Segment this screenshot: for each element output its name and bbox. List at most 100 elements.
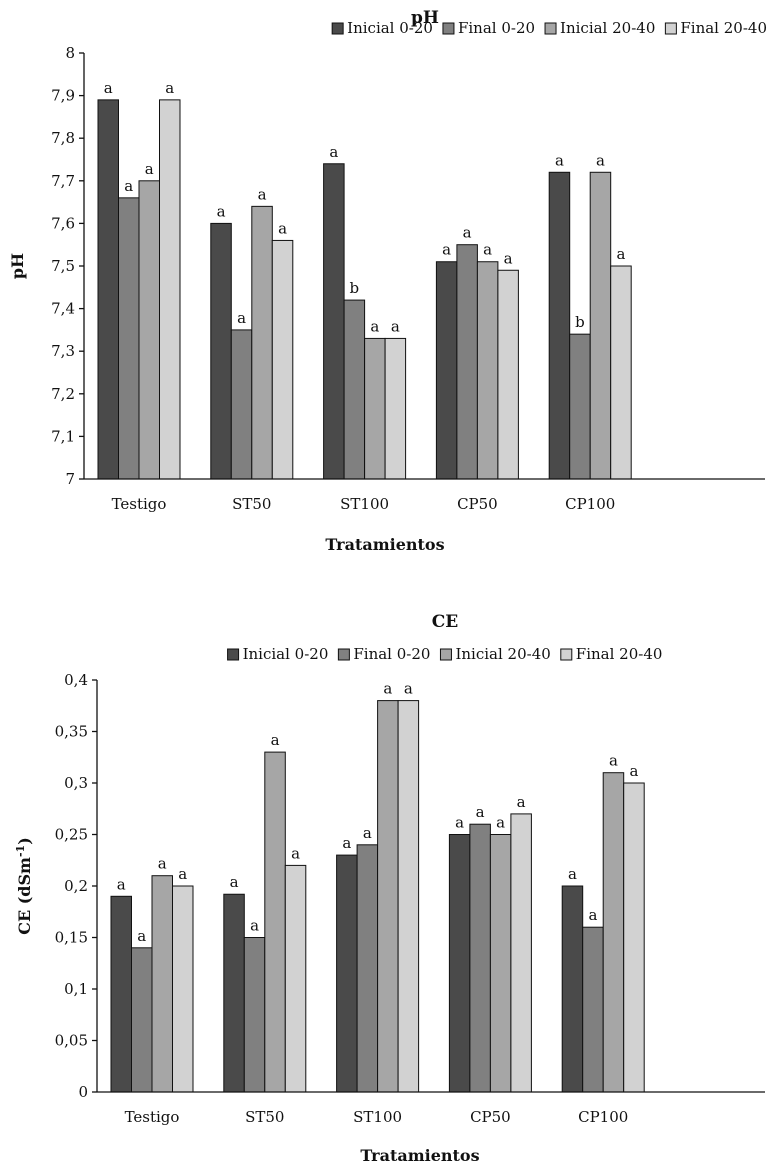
ce-significance-letter: a (629, 762, 638, 780)
ph-bar (476, 261, 499, 480)
ce-significance-letter: a (342, 834, 351, 852)
ce-legend-label: Final 0-20 (353, 645, 430, 663)
ph-bar (456, 244, 478, 480)
ce-category-label: CP50 (470, 1108, 511, 1126)
ph-significance-letter: a (504, 249, 513, 267)
ce-bar (336, 854, 358, 1093)
ph-legend: Inicial 0-20 Final 0-20 Inicial 20-40 Final… (331, 19, 767, 37)
ce-significance-letter: a (476, 803, 485, 821)
ph-significance-letter: a (329, 143, 338, 161)
ph-significance-letter: a (124, 177, 133, 195)
ph-bar (159, 99, 181, 480)
ce-bar (110, 895, 132, 1093)
ce-legend-item: Inicial 0-20 (227, 645, 328, 663)
ph-y-tick-label: 7,8 (51, 129, 75, 147)
ph-significance-letter: a (217, 202, 226, 220)
ce-y-tick-label: 0,2 (64, 877, 88, 895)
ce-significance-letter: a (117, 875, 126, 893)
ce-bar (264, 751, 286, 1093)
ce-y-tick-label: 0,05 (55, 1032, 88, 1050)
ce-chart-title: CE (432, 612, 459, 632)
ph-bar (138, 180, 160, 480)
ph-legend-item: Final 0-20 (442, 19, 535, 37)
ce-significance-letter: a (271, 731, 280, 749)
ph-y-tick-label: 7,1 (51, 427, 75, 445)
ph-bar (323, 163, 345, 480)
ce-legend: Inicial 0-20 Final 0-20 Inicial 20-40 Final… (227, 645, 663, 663)
ph-legend-label: Inicial 20-40 (560, 19, 655, 37)
ph-bar (610, 265, 632, 480)
ce-significance-letter: a (517, 793, 526, 811)
ce-bar (397, 700, 420, 1093)
ph-chart-title: pH (411, 8, 439, 28)
ce-significance-letter: a (588, 906, 597, 924)
ce-significance-letter: a (568, 865, 577, 883)
ce-bar (356, 844, 379, 1093)
ph-significance-letter: a (463, 224, 472, 242)
ph-y-tick-label: 7,3 (51, 342, 75, 360)
ph-legend-label: Inicial 0-20 (347, 19, 433, 37)
ph-y-tick-label: 7,6 (51, 214, 75, 232)
ph-y-tick-label: 7 (65, 470, 75, 488)
ph-y-tick-label: 7,2 (51, 385, 75, 403)
ph-significance-letter: a (145, 160, 154, 178)
ph-bar (569, 333, 591, 480)
ce-bar (489, 834, 512, 1093)
ph-legend-label: Final 0-20 (458, 19, 535, 37)
ph-legend-swatch (664, 22, 677, 35)
ph-significance-letter: a (165, 79, 174, 97)
ce-significance-letter: a (137, 927, 146, 945)
ce-bar (172, 885, 194, 1093)
ph-significance-letter: a (616, 245, 625, 263)
ce-bar (377, 700, 399, 1093)
ph-legend-item: Inicial 0-20 (331, 19, 433, 37)
ph-bar (497, 269, 519, 480)
ph-y-tick-label: 7,7 (51, 172, 75, 190)
ph-y-axis-title: pH (8, 253, 27, 279)
ph-significance-letter: a (104, 79, 113, 97)
ce-y-tick-label: 0,4 (64, 671, 88, 689)
ph-significance-letter: a (555, 151, 564, 169)
ce-bar (623, 782, 645, 1093)
ph-significance-letter: a (483, 241, 492, 259)
ce-y-axis-title: CE (dSm-1) (14, 837, 34, 935)
ce-legend-swatch (337, 648, 350, 661)
ce-bar (510, 813, 532, 1093)
ph-significance-letter: b (350, 279, 360, 297)
ce-significance-letter: a (363, 824, 372, 842)
ce-chart: CE Inicial 0-20 Final 0-20 Inicial 20-40 Fin… (14, 612, 765, 1165)
ph-significance-letter: a (596, 151, 605, 169)
ce-significance-letter: a (404, 680, 413, 698)
ph-bar (548, 171, 571, 480)
ph-bar (118, 197, 140, 480)
ce-category-label: ST50 (245, 1108, 284, 1126)
ph-bar (343, 299, 366, 480)
ce-significance-letter: a (250, 917, 259, 935)
ph-category-label: ST50 (232, 495, 271, 513)
ce-significance-letter: a (496, 814, 505, 832)
ce-significance-letter: a (383, 680, 392, 698)
ph-y-tick-label: 7,9 (51, 87, 75, 105)
ce-significance-letter: a (158, 855, 167, 873)
ph-significance-letter: a (278, 219, 287, 237)
ce-legend-item: Final 20-40 (560, 645, 663, 663)
ph-bar (230, 329, 253, 480)
ph-bar (435, 261, 458, 480)
ce-significance-letter: a (230, 873, 239, 891)
ph-bar (251, 205, 273, 480)
ce-x-axis-title: Tratamientos (360, 1146, 479, 1165)
ce-legend-label: Final 20-40 (576, 645, 663, 663)
ph-legend-label: Final 20-40 (680, 19, 767, 37)
ph-bar (97, 99, 119, 480)
ce-category-label: Testigo (125, 1108, 180, 1126)
ce-y-tick-label: 0,15 (55, 929, 88, 947)
ce-significance-letter: a (455, 814, 464, 832)
ph-legend-item: Inicial 20-40 (544, 19, 655, 37)
ph-bar (589, 171, 612, 480)
ce-bar (448, 834, 471, 1093)
ce-bar (582, 926, 604, 1093)
